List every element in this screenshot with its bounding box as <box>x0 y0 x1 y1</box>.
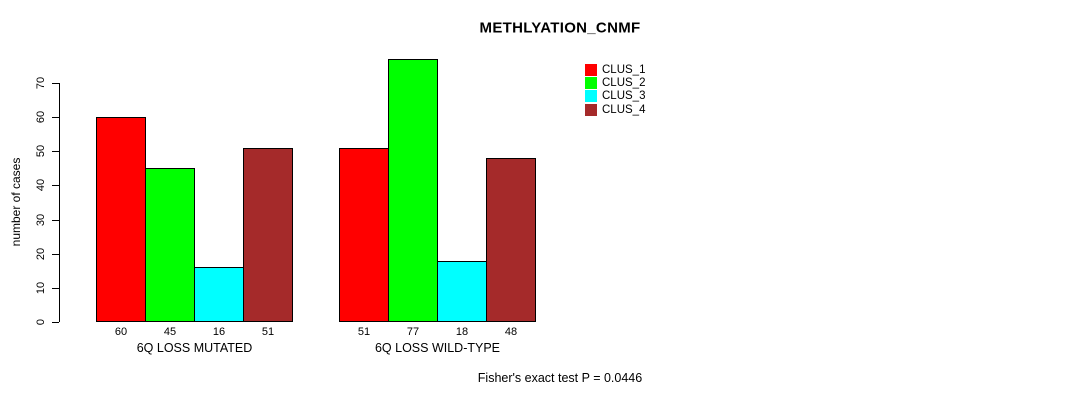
y-axis-tick <box>52 83 59 84</box>
bar-clus_1-group1 <box>96 117 146 322</box>
legend-swatch-clus_3 <box>585 90 597 102</box>
y-axis-tick <box>52 288 59 289</box>
bar-value-label: 51 <box>357 326 371 338</box>
legend-label: CLUS_1 <box>602 64 646 76</box>
bar-value-label: 60 <box>114 326 128 338</box>
legend-swatch-clus_2 <box>585 77 597 89</box>
fishers-exact-test-annotation: Fisher's exact test P = 0.0446 <box>477 371 643 385</box>
chart-title: METHLYATION_CNMF <box>479 19 641 37</box>
bar-value-label: 16 <box>212 326 226 338</box>
bar-value-label: 48 <box>504 326 518 338</box>
legend-swatch-clus_4 <box>585 104 597 116</box>
category-label: 6Q LOSS WILD-TYPE <box>374 341 501 355</box>
category-label: 6Q LOSS MUTATED <box>136 341 253 355</box>
bar-value-label: 45 <box>163 326 177 338</box>
legend-label: CLUS_3 <box>602 90 646 102</box>
y-axis-tick <box>52 254 59 255</box>
y-axis-tick <box>52 220 59 221</box>
legend-label: CLUS_4 <box>602 104 646 116</box>
y-axis-tick <box>52 151 59 152</box>
bar-value-label: 77 <box>406 326 420 338</box>
y-axis-tick <box>52 117 59 118</box>
y-axis-tick <box>52 185 59 186</box>
bar-clus_4-group1 <box>243 148 293 322</box>
legend-swatch-clus_1 <box>585 64 597 76</box>
bar-clus_1-group2 <box>339 148 389 322</box>
bar-clus_2-group2 <box>388 59 438 322</box>
legend-label: CLUS_2 <box>602 77 646 89</box>
bar-value-label: 51 <box>261 326 275 338</box>
y-axis-line <box>59 83 60 322</box>
y-axis-tick <box>52 322 59 323</box>
bar-clus_2-group1 <box>145 168 195 322</box>
bar-clus_4-group2 <box>486 158 536 322</box>
bar-value-label: 18 <box>455 326 469 338</box>
